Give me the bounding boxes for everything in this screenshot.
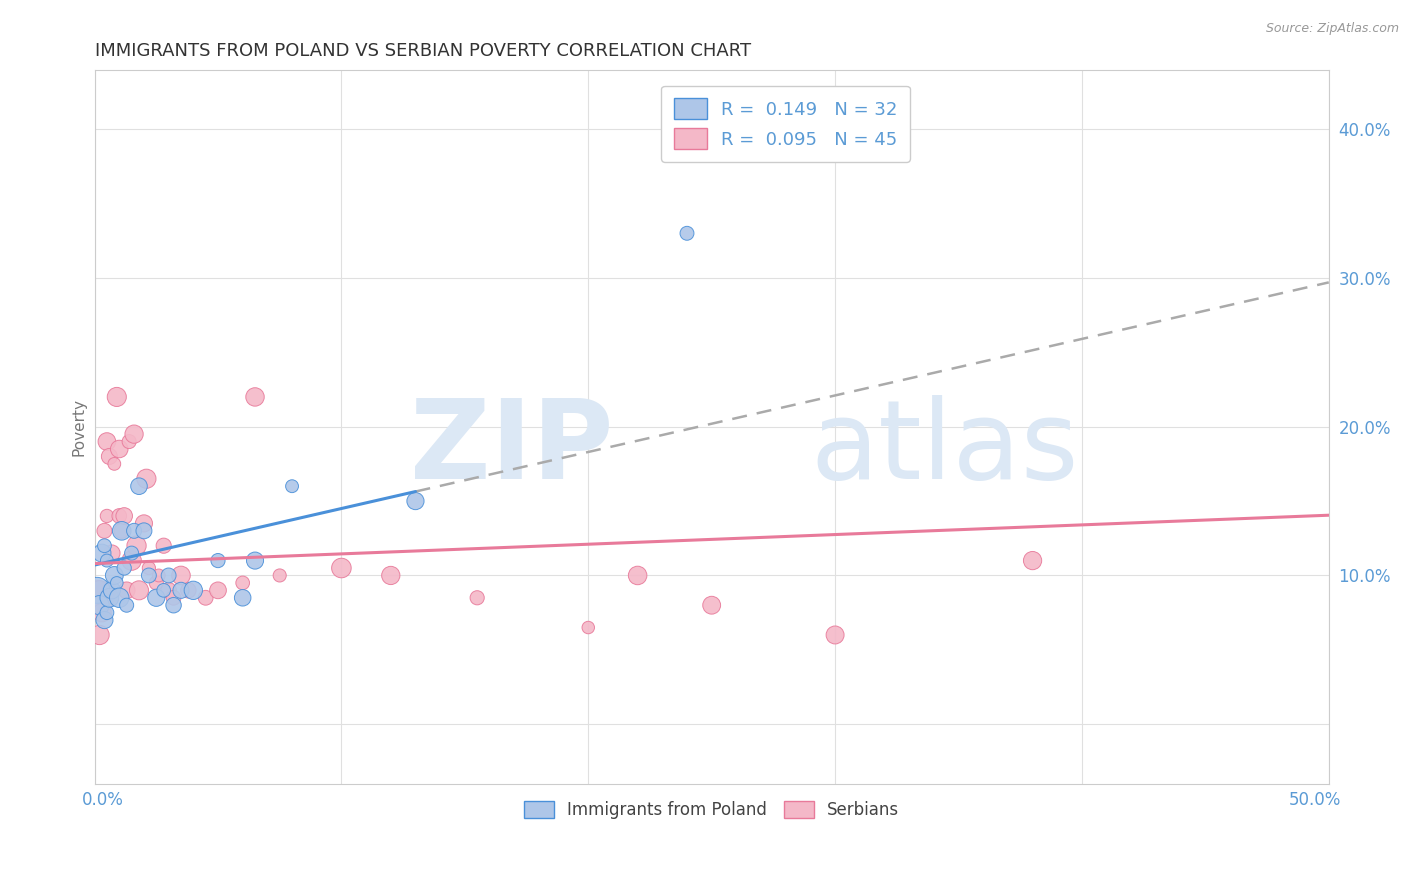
Point [101,546,124,560]
Point [162,591,184,605]
Point [269,568,291,582]
Point [115,598,138,612]
Point [1021,553,1043,567]
Point [404,494,426,508]
Legend: Immigrants from Poland, Serbians: Immigrants from Poland, Serbians [517,794,905,825]
Text: 0.0%: 0.0% [82,791,124,809]
Point [157,568,180,582]
Point [170,583,193,598]
Point [465,591,488,605]
Point [86,583,108,598]
Point [207,553,229,567]
Point [103,457,125,471]
Point [676,227,699,241]
Point [89,583,111,598]
Point [125,539,148,553]
Point [111,524,134,538]
Point [108,591,131,605]
Point [177,583,200,598]
Point [194,591,217,605]
Text: IMMIGRANTS FROM POLAND VS SERBIAN POVERTY CORRELATION CHART: IMMIGRANTS FROM POLAND VS SERBIAN POVERT… [94,42,751,60]
Point [700,598,723,612]
Point [132,524,155,538]
Point [108,508,131,523]
Point [132,516,155,531]
Point [98,583,121,598]
Point [152,583,174,598]
Point [96,508,118,523]
Point [118,434,141,449]
Point [96,434,118,449]
Point [112,561,135,575]
Point [824,628,846,642]
Point [96,606,118,620]
Point [112,508,135,523]
Point [232,575,254,590]
Point [103,568,125,582]
Point [145,591,167,605]
Point [380,568,402,582]
Point [101,583,124,598]
Point [181,583,204,598]
Y-axis label: Poverty: Poverty [72,398,86,456]
Point [243,390,266,404]
Point [152,539,174,553]
Point [122,524,145,538]
Point [93,524,115,538]
Point [232,591,254,605]
Point [128,479,150,493]
Point [121,553,143,567]
Point [135,472,157,486]
Point [281,479,304,493]
Point [105,575,128,590]
Point [207,583,229,598]
Point [627,568,650,582]
Point [91,606,114,620]
Point [122,427,145,442]
Point [86,591,108,605]
Point [89,628,111,642]
Point [330,561,353,575]
Point [89,598,111,612]
Point [93,539,115,553]
Point [105,390,128,404]
Text: Source: ZipAtlas.com: Source: ZipAtlas.com [1265,22,1399,36]
Point [121,546,143,560]
Point [138,561,160,575]
Point [93,613,115,627]
Point [243,553,266,567]
Point [170,568,193,582]
Point [145,575,167,590]
Point [162,598,184,612]
Text: atlas: atlas [810,394,1078,501]
Point [148,568,170,582]
Point [157,583,180,598]
Point [576,621,599,635]
Point [128,583,150,598]
Text: 50.0%: 50.0% [1289,791,1341,809]
Point [96,553,118,567]
Point [138,568,160,582]
Point [111,524,134,538]
Point [91,546,114,560]
Point [115,583,138,598]
Text: ZIP: ZIP [409,394,613,501]
Point [98,450,121,464]
Point [108,442,131,456]
Point [98,591,121,605]
